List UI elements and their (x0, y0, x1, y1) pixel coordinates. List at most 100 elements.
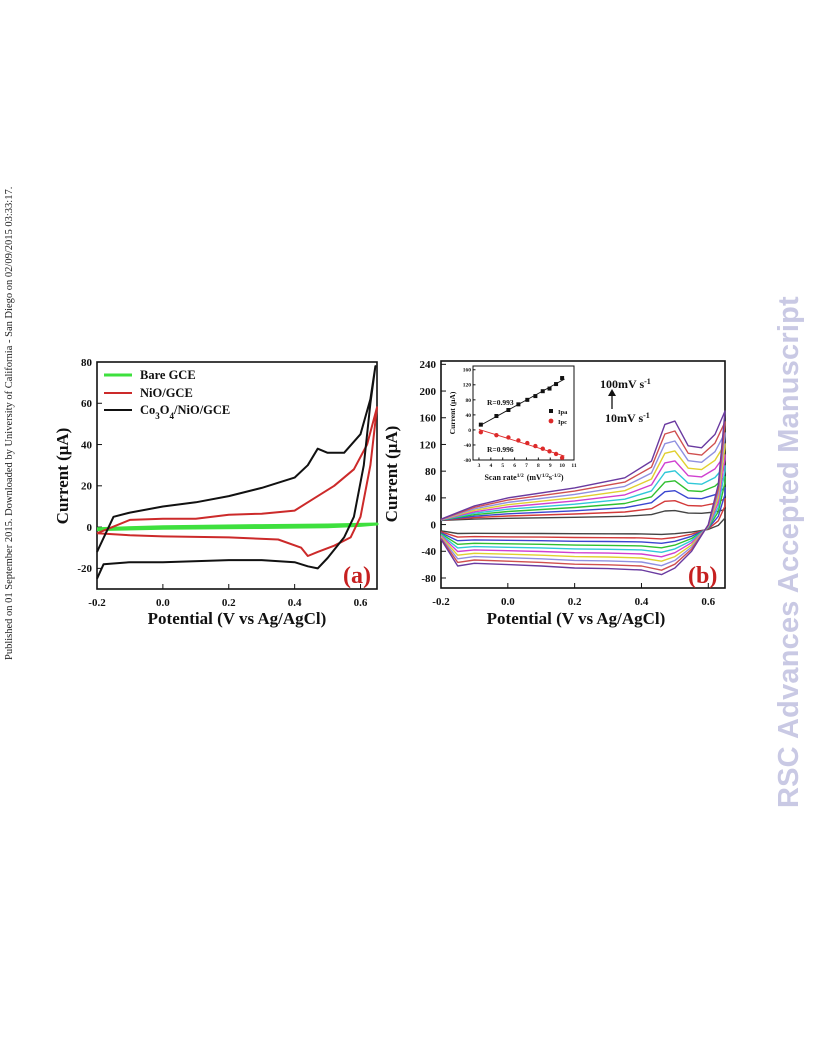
y-tick-label: 80 (81, 357, 93, 369)
inset-point-ipa (533, 394, 538, 399)
y-tick-label: 240 (420, 359, 437, 371)
inset-point-ipc (559, 455, 565, 460)
inset-ticks: 3 4 5 6 7 8 9 10 11 -80 -40 0 40 80 120 160 (463, 368, 577, 469)
inset-point-ipa (478, 422, 483, 427)
x-tick-label: 0.2 (222, 597, 236, 609)
y-tick-label: 40 (466, 413, 472, 419)
cv-curve-3 (96, 365, 377, 580)
inset-xlabel: Scan rate1/2 (mV1/2s-1/2) (484, 473, 563, 482)
x-tick-label: 7 (525, 463, 528, 469)
x-tick-label: 5 (501, 463, 504, 469)
cv-scan-curve-5 (440, 465, 726, 553)
inset-point-ipa (494, 414, 499, 419)
inset-legend-ipa: Ipa (558, 409, 568, 416)
x-tick-label: 3 (478, 463, 481, 469)
panel-a-xlabel: Potential (V vs Ag/AgCl) (148, 609, 327, 628)
cv-scan-curve-3 (440, 487, 726, 544)
inset-point-ipa (525, 397, 530, 402)
y-tick-label: 160 (463, 368, 472, 374)
y-tick-label: 80 (425, 466, 437, 478)
panel-a-label: (a) (343, 563, 371, 589)
inset-point-ipa (547, 386, 552, 391)
y-tick-label: 0 (87, 522, 93, 534)
inset-point-ipa (554, 382, 559, 387)
cv-scan-curve-6 (440, 454, 726, 558)
x-tick-label: 6 (513, 463, 516, 469)
y-tick-label: 40 (81, 439, 93, 451)
panel-a: -0.2 0.0 0.2 0.4 0.6 -20 0 20 40 60 80 Bare GCE Ni… (53, 357, 379, 628)
panel-b-label: (b) (688, 563, 717, 589)
panel-a-ylabel: Current (μA) (53, 428, 72, 525)
cv-curve-2 (96, 406, 378, 557)
inset-marks (478, 376, 565, 460)
y-tick-label: 0 (431, 519, 437, 531)
x-tick-label: 11 (571, 463, 576, 469)
x-tick-label: 0.4 (635, 596, 649, 608)
cv-scan-curve-10 (440, 410, 726, 576)
panel-b-xlabel: Potential (V vs Ag/AgCl) (487, 609, 666, 628)
inset-point-ipc (516, 438, 521, 443)
y-tick-label: 120 (420, 439, 437, 451)
x-tick-label: 4 (489, 463, 492, 469)
inset-point-ipc (494, 432, 499, 438)
y-tick-label: 120 (463, 383, 472, 389)
y-tick-label: -80 (421, 573, 436, 585)
y-tick-label: -20 (77, 563, 92, 575)
x-tick-label: 0.0 (501, 596, 515, 608)
inset-point-ipc (553, 451, 559, 457)
inset-point-ipc (533, 443, 538, 449)
x-tick-label: -0.2 (432, 596, 450, 608)
x-tick-label: 0.4 (288, 597, 302, 609)
x-tick-label: -0.2 (88, 597, 106, 609)
cv-scan-curve-1 (440, 508, 726, 536)
inset-r-ipc: R=0.996 (487, 445, 514, 454)
y-tick-label: 0 (468, 428, 471, 434)
x-tick-label: 0.6 (354, 597, 368, 609)
x-tick-label: 8 (537, 463, 540, 469)
inset-point-ipc (525, 440, 530, 446)
y-tick-label: -80 (464, 458, 472, 464)
legend-label-bare: Bare GCE (140, 368, 196, 382)
panel-a-curves (96, 365, 379, 580)
inset-legend-marker-ipa (549, 409, 553, 413)
cv-scan-curve-8 (440, 432, 726, 567)
cv-scan-curve-2 (440, 498, 726, 540)
scan-direction-arrow (608, 389, 616, 409)
panel-a-frame (96, 361, 378, 590)
x-tick-label: 0.2 (568, 596, 582, 608)
cv-curve-1 (96, 522, 379, 532)
inset-point-ipa (540, 389, 545, 394)
y-tick-label: 160 (420, 413, 437, 425)
inset-point-ipc (478, 429, 484, 435)
legend-label-co3o4: Co3O4/NiO/GCE (140, 403, 230, 421)
inset-r-ipa: R=0.993 (487, 398, 514, 407)
legend-label-nio: NiO/GCE (140, 386, 193, 400)
inset-ylabel: Current (μA) (448, 391, 457, 434)
panel-a-legend: Bare GCE NiO/GCE Co3O4/NiO/GCE (104, 368, 230, 421)
cv-scan-curve-7 (440, 443, 726, 562)
y-tick-label: -40 (464, 443, 472, 449)
inset-legend-marker-ipc (548, 418, 554, 424)
cv-scan-curve-9 (440, 421, 726, 571)
x-tick-label: 0.6 (701, 596, 715, 608)
panel-b-frame (440, 360, 726, 589)
panel-b-curves (440, 410, 726, 576)
y-tick-label: 80 (466, 398, 472, 404)
inset-point-ipa (506, 407, 511, 412)
x-tick-label: 10 (559, 463, 565, 469)
x-tick-label: 9 (549, 463, 552, 469)
x-tick-label: 0.0 (156, 597, 170, 609)
cv-scan-curve-4 (440, 476, 726, 549)
inset-point-ipc (540, 446, 545, 451)
annotation-bottom: 10mV s-1 (605, 411, 650, 426)
y-tick-label: 200 (420, 386, 437, 398)
inset-point-ipc (547, 449, 552, 454)
y-tick-label: 20 (81, 481, 93, 493)
inset-frame (472, 365, 575, 461)
panel-a-ticks: -0.2 0.0 0.2 0.4 0.6 -20 0 20 40 60 80 (77, 357, 368, 609)
y-tick-label: 40 (425, 493, 437, 505)
panel-b-ylabel: Current (μA) (382, 426, 401, 523)
panel-b: -0.2 0.0 0.2 0.4 0.6-80-4004080120160200240 … (382, 359, 726, 628)
